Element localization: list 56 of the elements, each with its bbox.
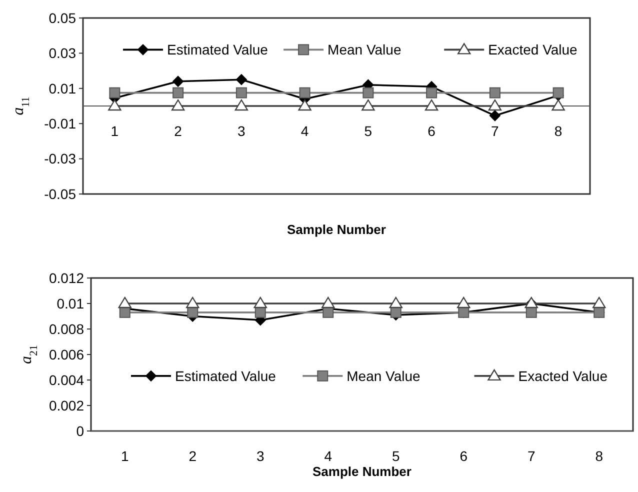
point — [552, 87, 564, 98]
y-tick-label: -0.05 — [44, 186, 76, 202]
x-tick-label: 7 — [491, 123, 500, 139]
point — [362, 99, 375, 111]
point — [489, 87, 500, 98]
point — [172, 87, 184, 98]
x-tick-label: 3 — [238, 123, 246, 139]
point — [299, 87, 310, 98]
y-tick-label: -0.01 — [44, 116, 76, 132]
y-tick-label: 0.004 — [48, 372, 84, 388]
y-tick-label: 0.006 — [48, 346, 84, 362]
point — [424, 99, 438, 111]
legend-label: Mean Value — [328, 42, 402, 58]
x-tick-label: 4 — [324, 448, 332, 464]
y-tick-label: -0.03 — [44, 150, 76, 167]
x-tick-label: 8 — [595, 448, 604, 464]
point — [552, 99, 565, 111]
point — [236, 74, 247, 86]
x-tick-label: 5 — [392, 448, 400, 464]
y-tick-label: 0 — [76, 422, 84, 439]
x-tick-label: 8 — [554, 123, 562, 139]
x-tick-label: 1 — [120, 448, 129, 464]
point — [171, 99, 185, 111]
y-tick-label: 0.012 — [48, 270, 84, 286]
x-tick-label: 3 — [256, 448, 264, 464]
legend-label: Exacted Value — [518, 368, 608, 384]
point — [234, 99, 248, 111]
y-tick-label: 0.05 — [48, 10, 76, 26]
x-tick-label: 6 — [460, 448, 468, 464]
legend-label: Exacted Value — [488, 42, 578, 58]
point — [489, 110, 500, 122]
y-tick-label: 0.008 — [48, 320, 84, 337]
x-tick-label: 7 — [527, 448, 536, 464]
legend-label: Estimated Value — [167, 42, 268, 58]
legend-label: Estimated Value — [175, 368, 276, 384]
x-tick-label: 4 — [300, 123, 309, 139]
x-axis-title: Sample Number — [312, 464, 412, 479]
x-tick-label: 2 — [188, 448, 197, 464]
x-tick-label: 2 — [174, 123, 182, 139]
point — [298, 99, 312, 111]
point — [236, 87, 247, 98]
point — [109, 87, 120, 98]
x-tick-label: 1 — [110, 123, 119, 139]
x-tick-label: 6 — [428, 123, 436, 139]
point — [172, 76, 184, 87]
point — [108, 99, 122, 111]
y-tick-label: 0.002 — [48, 397, 84, 414]
x-tick-label: 5 — [364, 123, 372, 139]
point — [488, 99, 502, 111]
x-axis-title: Sample Number — [287, 222, 386, 237]
point — [426, 87, 438, 98]
y-tick-label: 0.01 — [56, 295, 84, 312]
y-tick-label: 0.01 — [48, 80, 76, 96]
point — [362, 87, 374, 98]
legend-label: Mean Value — [346, 368, 421, 384]
y-tick-label: 0.03 — [48, 45, 76, 62]
